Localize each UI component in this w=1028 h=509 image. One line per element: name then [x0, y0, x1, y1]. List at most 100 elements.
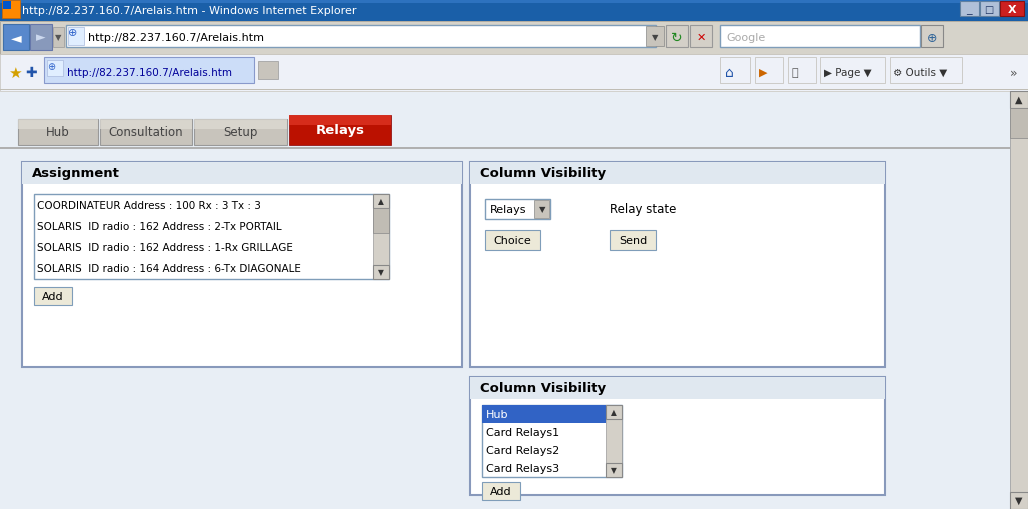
Bar	[605, 405, 622, 477]
Text: COORDINATEUR Address : 100 Rx : 3 Tx : 3: COORDINATEUR Address : 100 Rx : 3 Tx : 3	[37, 201, 261, 211]
Bar	[788, 58, 816, 84]
Text: ▲: ▲	[1016, 95, 1023, 105]
Text: ⌂: ⌂	[725, 66, 734, 80]
Text: Add: Add	[42, 292, 64, 301]
Text: ⊕: ⊕	[68, 28, 77, 38]
Text: http://82.237.160.7/Arelais.htm - Windows Internet Explorer: http://82.237.160.7/Arelais.htm - Window…	[22, 6, 357, 16]
Text: X: X	[1007, 5, 1017, 15]
Bar	[1009, 109, 1028, 139]
Bar	[720, 58, 750, 84]
Bar	[34, 194, 389, 279]
Bar	[470, 377, 885, 495]
Text: Choice: Choice	[493, 236, 530, 245]
Bar	[68, 28, 84, 46]
Bar	[0, 0, 1028, 4]
Bar	[30, 25, 52, 51]
Text: ▼: ▼	[539, 205, 545, 214]
Bar	[610, 231, 656, 250]
Text: Relay state: Relay state	[610, 203, 676, 216]
Bar	[755, 58, 783, 84]
Bar	[373, 194, 389, 209]
Bar	[470, 163, 885, 185]
Text: Setup: Setup	[223, 126, 258, 139]
Text: Assignment: Assignment	[32, 167, 120, 180]
Bar	[53, 28, 64, 48]
Bar	[289, 116, 391, 126]
Text: ⚙ Outils ▼: ⚙ Outils ▼	[893, 68, 947, 78]
Bar	[1009, 492, 1028, 509]
Bar	[534, 201, 549, 218]
Bar	[373, 266, 389, 279]
Text: Send: Send	[619, 236, 647, 245]
Bar	[258, 62, 278, 80]
Bar	[605, 463, 622, 477]
Bar	[3, 2, 11, 10]
Bar	[1000, 2, 1024, 17]
Bar	[0, 92, 1009, 509]
Bar	[0, 110, 1009, 152]
Bar	[0, 90, 1028, 91]
Bar	[100, 120, 192, 146]
Text: Column Visibility: Column Visibility	[480, 167, 607, 180]
Bar	[485, 231, 540, 250]
Text: SOLARIS  ID radio : 162 Address : 2-Tx PORTAIL: SOLARIS ID radio : 162 Address : 2-Tx PO…	[37, 222, 282, 232]
Bar	[482, 405, 622, 477]
Text: ▲: ▲	[611, 408, 617, 417]
Text: ▼: ▼	[54, 34, 62, 42]
Text: Relays: Relays	[490, 205, 526, 215]
Text: Google: Google	[726, 33, 765, 43]
Text: http://82.237.160.7/Arelais.htm: http://82.237.160.7/Arelais.htm	[88, 33, 264, 43]
Text: ⊕: ⊕	[47, 62, 56, 72]
Bar	[0, 22, 1028, 55]
Text: ✕: ✕	[696, 33, 705, 43]
Bar	[0, 0, 1028, 22]
Bar	[470, 163, 885, 367]
Text: ▼: ▼	[611, 466, 617, 474]
Text: ✚: ✚	[25, 66, 37, 80]
Text: ▼: ▼	[1016, 495, 1023, 505]
Bar	[373, 194, 389, 279]
Text: SOLARIS  ID radio : 162 Address : 1-Rx GRILLAGE: SOLARIS ID radio : 162 Address : 1-Rx GR…	[37, 242, 293, 252]
Text: Consultation: Consultation	[109, 126, 183, 139]
Bar	[3, 25, 29, 51]
Bar	[34, 288, 72, 305]
Bar	[373, 209, 389, 234]
Text: Relays: Relays	[316, 124, 365, 137]
Bar	[980, 2, 999, 17]
Bar	[19, 120, 98, 146]
Text: »: »	[1009, 66, 1018, 79]
Text: ⎙: ⎙	[792, 68, 799, 78]
Bar	[482, 405, 605, 423]
Text: _: _	[966, 5, 971, 15]
Text: Add: Add	[490, 486, 512, 496]
Text: ▼: ▼	[652, 34, 658, 42]
Text: Card Relays1: Card Relays1	[486, 427, 559, 437]
Text: ◄: ◄	[10, 31, 22, 45]
Bar	[22, 163, 462, 185]
Bar	[921, 26, 943, 48]
Bar	[1009, 92, 1028, 509]
Text: ▼: ▼	[378, 268, 383, 277]
Bar	[890, 58, 962, 84]
Bar	[482, 482, 520, 500]
Bar	[720, 26, 920, 48]
Bar	[289, 116, 391, 146]
Text: Hub: Hub	[46, 126, 70, 139]
Text: Card Relays2: Card Relays2	[486, 445, 559, 455]
Bar	[646, 27, 664, 47]
Bar	[605, 405, 622, 419]
Bar	[100, 120, 192, 130]
Text: Column Visibility: Column Visibility	[480, 382, 607, 394]
Bar	[470, 377, 885, 399]
Text: ★: ★	[8, 65, 22, 80]
Text: ►: ►	[36, 32, 46, 44]
Bar	[0, 55, 1028, 92]
Bar	[0, 148, 1009, 150]
Text: http://82.237.160.7/Arelais.htm: http://82.237.160.7/Arelais.htm	[67, 68, 232, 78]
Bar	[690, 26, 712, 48]
Text: ▶: ▶	[759, 68, 768, 78]
Text: ⊕: ⊕	[927, 32, 938, 44]
Bar	[960, 2, 979, 17]
Bar	[194, 120, 287, 146]
Text: ▲: ▲	[378, 197, 383, 206]
